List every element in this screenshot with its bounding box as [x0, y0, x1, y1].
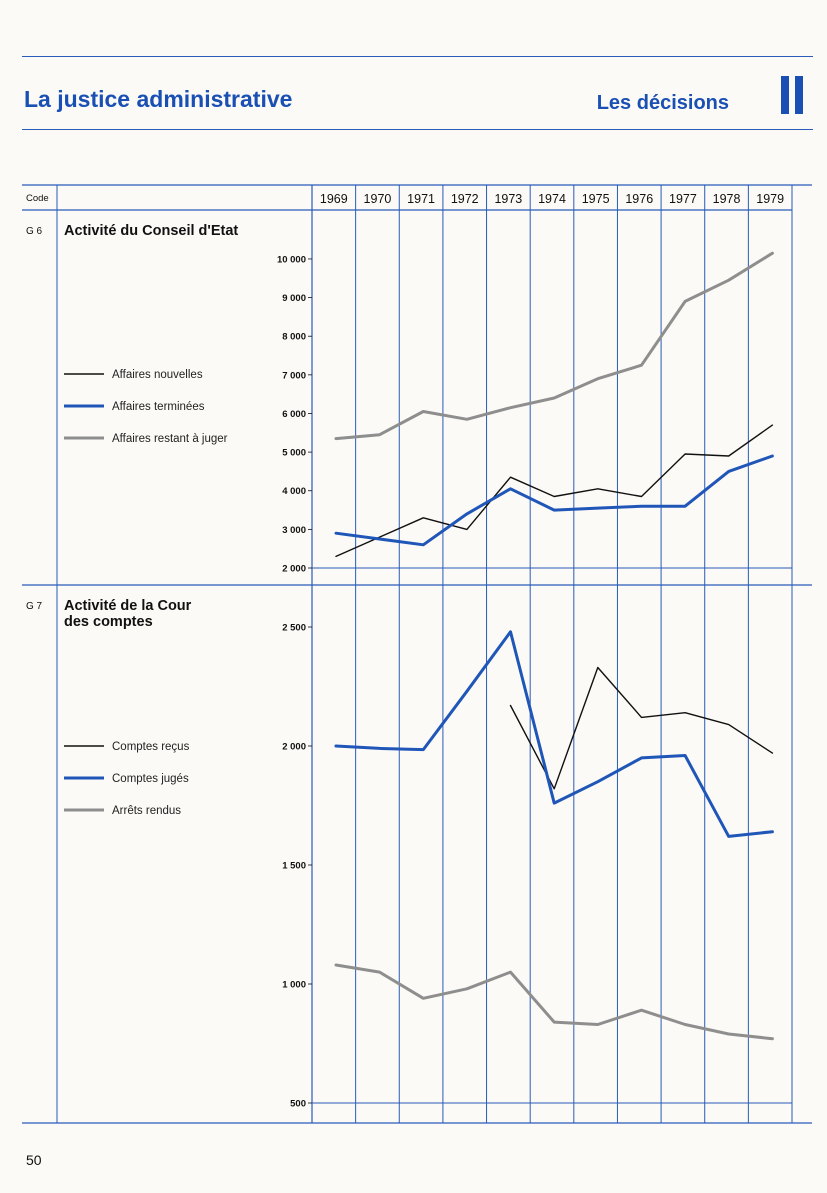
series-line: [334, 454, 774, 547]
series-line: [335, 424, 774, 558]
chart-title-line: Activité de la Cour: [64, 598, 192, 614]
series-line: [334, 963, 774, 1041]
year-label: 1971: [407, 192, 435, 206]
chart-code: G 7: [26, 601, 43, 612]
legend-label: Affaires nouvelles: [112, 369, 203, 381]
series-line: [509, 666, 774, 790]
chart-title: Activité du Conseil d'Etat: [64, 223, 238, 239]
y-tick-label: 9 000: [282, 293, 306, 304]
y-tick-label: 1 000: [282, 980, 306, 991]
header-rule: [22, 129, 813, 130]
year-label: 1970: [364, 192, 392, 206]
year-label: 1974: [538, 192, 566, 206]
code-header: Code: [26, 193, 49, 204]
page-number: 50: [26, 1152, 42, 1168]
y-tick-label: 2 500: [282, 623, 306, 634]
legend-label: Arrêts rendus: [112, 805, 181, 817]
top-rule: [22, 56, 813, 57]
y-tick-label: 7 000: [282, 370, 306, 381]
year-label: 1972: [451, 192, 479, 206]
y-tick-label: 3 000: [282, 525, 306, 536]
legend-label: Comptes jugés: [112, 773, 189, 785]
y-tick-label: 500: [290, 1099, 306, 1110]
legend-label: Affaires terminées: [112, 401, 205, 413]
chart-title-line: des comptes: [64, 614, 153, 630]
section-mark: [781, 76, 789, 114]
chart-code: G 6: [26, 226, 43, 237]
year-label: 1979: [756, 192, 784, 206]
legend-label: Affaires restant à juger: [112, 433, 228, 445]
series-line: [334, 251, 774, 441]
series-line: [334, 630, 774, 838]
y-tick-label: 8 000: [282, 332, 306, 343]
year-label: 1977: [669, 192, 697, 206]
section-title: Les décisions: [596, 92, 729, 114]
legend-label: Comptes reçus: [112, 741, 190, 753]
y-tick-label: 10 000: [277, 254, 306, 265]
page-title: La justice administrative: [24, 86, 293, 112]
y-tick-label: 6 000: [282, 409, 306, 420]
year-label: 1973: [494, 192, 522, 206]
year-label: 1969: [320, 192, 348, 206]
year-label: 1976: [625, 192, 653, 206]
section-mark-bar: [795, 76, 803, 114]
year-label: 1975: [582, 192, 610, 206]
y-tick-label: 2 000: [282, 742, 306, 753]
year-label: 1978: [713, 192, 741, 206]
y-tick-label: 1 500: [282, 861, 306, 872]
y-tick-label: 4 000: [282, 486, 306, 497]
y-tick-label: 2 000: [282, 564, 306, 575]
y-tick-label: 5 000: [282, 448, 306, 459]
